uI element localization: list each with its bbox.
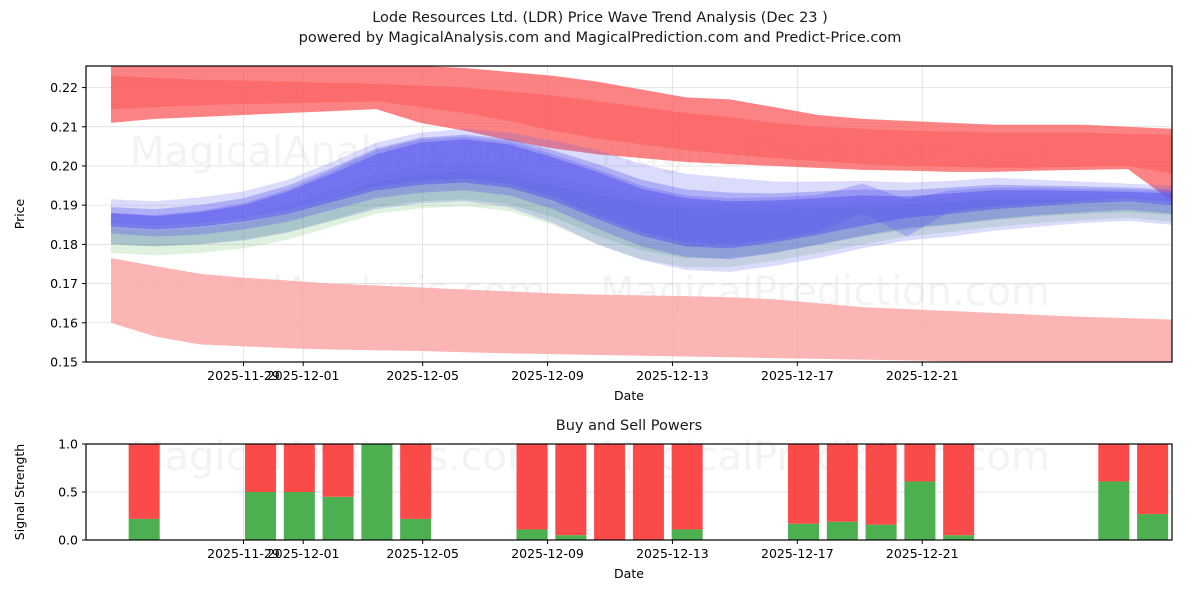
- power-bar-buy: [516, 529, 548, 540]
- power-bar: [516, 444, 548, 540]
- power-bar-sell: [865, 444, 897, 525]
- price-band-lower-support-band: [111, 258, 1172, 362]
- power-bar-sell: [516, 444, 548, 530]
- price-ytick-label: 0.19: [50, 198, 78, 213]
- power-bar-buy: [555, 535, 587, 540]
- price-x-axis-label: Date: [614, 388, 644, 403]
- power-bar-buy: [1098, 481, 1130, 540]
- power-bar: [361, 444, 393, 540]
- power-bar-buy: [400, 518, 432, 540]
- power-bar-sell: [788, 444, 820, 524]
- price-y-axis-label: Price: [12, 198, 27, 229]
- price-band-group: [111, 66, 1172, 362]
- page-title-block: Lode Resources Ltd. (LDR) Price Wave Tre…: [0, 8, 1200, 48]
- power-bar-buy: [283, 492, 315, 540]
- power-ytick-label: 0.0: [58, 533, 78, 548]
- price-ytick-label: 0.16: [50, 315, 78, 330]
- power-xtick-label: 2025-12-05: [386, 546, 459, 561]
- power-bar-buy: [322, 496, 354, 540]
- price-ytick-label: 0.18: [50, 237, 78, 252]
- price-xtick-label: 2025-11-29: [207, 368, 280, 383]
- power-bar-sell: [943, 444, 975, 536]
- power-bar-buy: [788, 523, 820, 540]
- price-xtick-label: 2025-12-17: [761, 368, 834, 383]
- price-wave-chart: MagicalAnalysis.comMagicalPrediction.com…: [12, 65, 1173, 403]
- price-plot-border: [85, 65, 1173, 363]
- price-xtick-label: 2025-12-21: [886, 368, 959, 383]
- price-xtick-label: 2025-12-05: [386, 368, 459, 383]
- power-bar: [788, 444, 820, 540]
- power-bar: [671, 444, 703, 540]
- power-xtick-label: 2025-11-29: [207, 546, 280, 561]
- power-bar: [1098, 444, 1130, 540]
- power-bar-sell: [671, 444, 703, 530]
- price-ytick-label: 0.21: [50, 119, 78, 134]
- buy-sell-powers-chart: MagicalAnalysis.comMagicalPrediction.com…: [12, 418, 1173, 581]
- power-bar: [1137, 444, 1169, 540]
- power-y-axis-label: Signal Strength: [12, 444, 27, 540]
- power-bars-group: [128, 444, 1169, 540]
- power-bar-buy: [1137, 514, 1169, 540]
- power-ytick-label: 1.0: [58, 437, 78, 452]
- power-x-axis-label: Date: [614, 566, 644, 581]
- power-xtick-label: 2025-12-17: [761, 546, 834, 561]
- power-xtick-label: 2025-12-13: [636, 546, 709, 561]
- power-bar-buy: [671, 529, 703, 540]
- power-bar-buy: [245, 492, 277, 540]
- power-bar: [322, 444, 354, 540]
- power-bar-buy: [865, 524, 897, 540]
- price-xtick-label: 2025-12-01: [267, 368, 340, 383]
- power-bar-sell: [904, 444, 936, 482]
- page-subtitle: powered by MagicalAnalysis.com and Magic…: [298, 30, 902, 46]
- watermark-text: MagicalPrediction.com: [600, 434, 1050, 480]
- price-xtick-label: 2025-12-13: [636, 368, 709, 383]
- price-band-wave-band-blue-core: [111, 139, 1172, 249]
- page-title: Lode Resources Ltd. (LDR) Price Wave Tre…: [372, 10, 828, 26]
- power-bar: [826, 444, 858, 540]
- power-xtick-label: 2025-12-01: [267, 546, 340, 561]
- price-ytick-label: 0.15: [50, 355, 78, 370]
- power-bar: [283, 444, 315, 540]
- power-bar-sell: [128, 444, 160, 519]
- price-ytick-label: 0.17: [50, 276, 78, 291]
- power-bar: [904, 444, 936, 540]
- power-bar-sell: [594, 444, 626, 540]
- power-bar-buy: [128, 518, 160, 540]
- power-bar: [632, 444, 664, 540]
- price-xtick-label: 2025-12-09: [511, 368, 584, 383]
- power-bar: [943, 444, 975, 540]
- power-ytick-label: 0.5: [58, 485, 78, 500]
- power-bar-buy: [826, 521, 858, 540]
- power-bar: [865, 444, 897, 540]
- power-bar: [128, 444, 160, 540]
- power-bar-sell: [555, 444, 587, 536]
- power-bar-buy: [943, 535, 975, 540]
- power-bar-sell: [632, 444, 664, 540]
- power-bar-sell: [322, 444, 354, 497]
- power-bar: [594, 444, 626, 540]
- power-bar-sell: [826, 444, 858, 522]
- power-bar-sell: [283, 444, 315, 492]
- power-xtick-label: 2025-12-09: [511, 546, 584, 561]
- power-bar-sell: [1137, 444, 1169, 515]
- power-bar-sell: [1098, 444, 1130, 482]
- price-ytick-label: 0.20: [50, 158, 78, 173]
- power-bar-sell: [245, 444, 277, 492]
- power-bar: [245, 444, 277, 540]
- power-bar-buy: [361, 444, 393, 540]
- power-bar-sell: [400, 444, 432, 519]
- power-xtick-label: 2025-12-21: [886, 546, 959, 561]
- price-ytick-label: 0.22: [50, 80, 78, 95]
- power-panel-title: Buy and Sell Powers: [556, 418, 702, 434]
- power-bar: [555, 444, 587, 540]
- price-band-upper-resistance-band-inner: [111, 75, 1172, 174]
- power-bar: [400, 444, 432, 540]
- power-bar-buy: [904, 481, 936, 540]
